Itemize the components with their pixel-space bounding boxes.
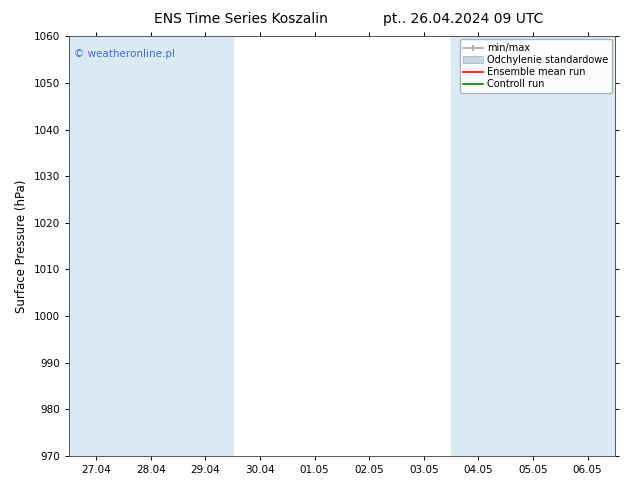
Legend: min/max, Odchylenie standardowe, Ensemble mean run, Controll run: min/max, Odchylenie standardowe, Ensembl… — [460, 39, 612, 93]
Text: pt.. 26.04.2024 09 UTC: pt.. 26.04.2024 09 UTC — [383, 12, 543, 26]
Bar — [451, 36, 506, 456]
Bar — [124, 36, 178, 456]
Bar — [506, 36, 560, 456]
Text: ENS Time Series Koszalin: ENS Time Series Koszalin — [154, 12, 328, 26]
Bar — [69, 36, 124, 456]
Text: © weatheronline.pl: © weatheronline.pl — [74, 49, 175, 59]
Bar — [178, 36, 233, 456]
Bar — [560, 36, 615, 456]
Y-axis label: Surface Pressure (hPa): Surface Pressure (hPa) — [15, 179, 28, 313]
